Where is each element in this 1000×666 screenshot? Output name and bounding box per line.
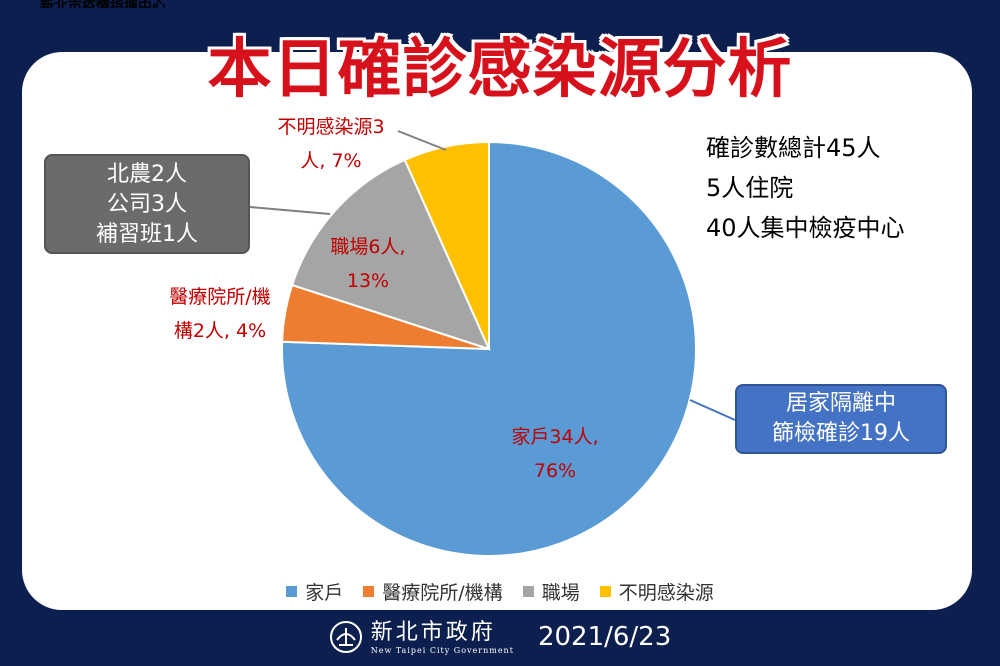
top-strip-title: 新北市疫情指揮中心 xyxy=(40,0,166,8)
logo-chinese-name: 新北市政府 xyxy=(370,619,496,645)
city-logo-text: 新北市政府 New Taipei City Government xyxy=(371,620,514,655)
slice-label-household-line2: 76% xyxy=(533,460,577,482)
slice-label-medical-line2: 構2人, 4% xyxy=(173,320,267,342)
slice-label-workplace-line1: 職場6人, xyxy=(330,236,406,258)
slice-label-unknown-line1: 不明感染源3 xyxy=(277,116,385,138)
workplace-detail-line3: 補習班1人 xyxy=(96,222,198,247)
pie-slice-workplace xyxy=(290,158,491,351)
slice-label-medical: 醫療院所/機 構2人, 4% xyxy=(140,280,300,348)
leader-line-unknown xyxy=(397,130,447,151)
summary-hospitalized: 5人住院 xyxy=(706,174,794,202)
slice-label-workplace-line2: 13% xyxy=(346,270,390,292)
city-logo-icon xyxy=(329,621,362,653)
legend-item-household: 家戶 xyxy=(286,578,343,605)
slice-label-household-line1: 家戶34人, xyxy=(511,426,599,448)
legend-swatch-unknown xyxy=(599,586,611,597)
slice-label-unknown: 不明感染源3 人, 7% xyxy=(246,110,416,178)
workplace-detail-line1: 北農2人 xyxy=(107,162,187,187)
slice-label-medical-line1: 醫療院所/機 xyxy=(169,286,271,308)
summary-block: 確診數總計45人 5人住院 40人集中檢疫中心 xyxy=(706,128,905,248)
workplace-detail-callout: 北農2人 公司3人 補習班1人 xyxy=(44,154,250,254)
legend-swatch-workplace xyxy=(522,586,534,597)
footer: 新北市政府 New Taipei City Government 2021/6/… xyxy=(0,612,1000,662)
legend-item-workplace: 職場 xyxy=(522,578,580,605)
household-detail-line1: 居家隔離中 xyxy=(785,391,896,416)
page-title: 本日確診感染源分析 xyxy=(207,33,793,107)
legend-swatch-household xyxy=(286,586,298,597)
legend-label-household: 家戶 xyxy=(305,582,344,604)
pie-slice-unknown xyxy=(403,140,490,350)
household-detail-line2: 篩檢確診19人 xyxy=(772,421,910,446)
legend-label-workplace: 職場 xyxy=(541,582,580,604)
report-date: 2021/6/23 xyxy=(537,622,672,652)
summary-total: 確診數總計45人 xyxy=(706,134,881,162)
legend-swatch-medical xyxy=(363,586,375,597)
slice-label-unknown-line2: 人, 7% xyxy=(300,150,362,172)
logo-english-name: New Taipei City Government xyxy=(370,645,514,655)
legend-label-medical: 醫療院所/機構 xyxy=(382,582,503,604)
chart-legend: 家戶 醫療院所/機構 職場 不明感染源 xyxy=(0,578,1000,605)
slice-label-household: 家戶34人, 76% xyxy=(470,420,640,488)
workplace-detail-line2: 公司3人 xyxy=(107,192,187,217)
household-detail-callout: 居家隔離中 篩檢確診19人 xyxy=(735,384,947,454)
leader-line-household xyxy=(689,399,736,421)
legend-label-unknown: 不明感染源 xyxy=(618,582,714,604)
summary-quarantine: 40人集中檢疫中心 xyxy=(706,214,905,242)
leader-line-workplace xyxy=(249,206,331,215)
slice-label-workplace: 職場6人, 13% xyxy=(308,230,428,298)
legend-item-unknown: 不明感染源 xyxy=(599,578,714,605)
legend-item-medical: 醫療院所/機構 xyxy=(363,578,503,605)
